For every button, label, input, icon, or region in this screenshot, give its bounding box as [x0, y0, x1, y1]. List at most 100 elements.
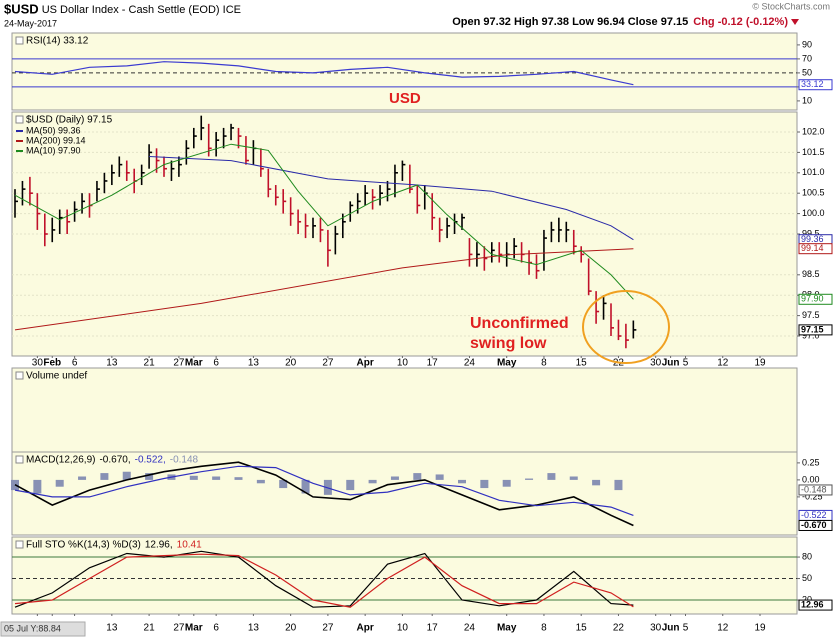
x-tick-label: 15 — [576, 623, 588, 634]
x-tick-label: Apr — [357, 358, 374, 369]
x-tick-label: 6 — [213, 358, 219, 369]
x-tick-label: 13 — [248, 623, 260, 634]
x-tick-label: 30 — [650, 358, 662, 369]
x-tick-label: 27 — [322, 358, 334, 369]
y-tick-label: 97.5 — [802, 310, 820, 320]
histogram-bar — [301, 479, 310, 494]
y-tick-label: 80 — [802, 551, 812, 561]
x-tick-label: Mar — [185, 358, 203, 369]
label-box — [15, 36, 24, 45]
footer-box — [0, 621, 86, 637]
legend-label: -0.670, — [99, 455, 130, 466]
y-tick-label: 10 — [802, 95, 812, 105]
x-tick-label: 13 — [106, 623, 118, 634]
value-tag-label: 97.90 — [801, 294, 824, 304]
y-tick-label: 98.5 — [802, 269, 820, 279]
x-tick-label: 6 — [72, 358, 78, 369]
x-tick-label: 19 — [754, 358, 766, 369]
histogram-bar — [592, 479, 601, 486]
x-tick-label: May — [497, 623, 517, 634]
annotation: swing low — [470, 335, 547, 352]
x-tick-label: 20 — [285, 623, 297, 634]
histogram-bar — [569, 476, 578, 480]
histogram-bar — [458, 479, 466, 484]
x-tick-label: 10 — [397, 623, 409, 634]
panel — [11, 32, 798, 111]
value-tag — [798, 293, 833, 305]
x-tick-label: 6 — [213, 623, 219, 634]
y-tick-label: 102.0 — [802, 126, 825, 136]
series-line — [14, 248, 634, 331]
value-tag — [798, 243, 833, 255]
legend-label: MA(50) 99.36 — [26, 125, 81, 135]
label-box — [15, 540, 24, 549]
x-tick-label: 24 — [464, 623, 476, 634]
panel-label: Full STO %K(14,3) %D(3) — [26, 540, 141, 551]
histogram-bar — [122, 471, 131, 480]
y-tick-label: 0.25 — [802, 457, 820, 467]
x-tick-label: 27 — [322, 623, 334, 634]
x-tick-label: Jun — [662, 623, 680, 634]
x-tick-label: 22 — [613, 623, 625, 634]
x-tick-label: 21 — [144, 623, 156, 634]
histogram-bar — [435, 474, 444, 480]
histogram-bar — [145, 473, 154, 480]
histogram-bar — [78, 476, 87, 480]
x-tick-label: 15 — [576, 358, 588, 369]
ohlc: Open 97.32 High 97.38 Low 96.94 Close 97… — [452, 16, 688, 28]
y-tick-label: 50 — [802, 67, 812, 77]
histogram-bar — [100, 473, 109, 480]
legend-label: 10.41 — [177, 540, 202, 551]
x-tick-label: 24 — [464, 358, 476, 369]
histogram-bar — [212, 476, 221, 480]
instrument-name: US Dollar Index - Cash Settle (EOD) ICE — [42, 4, 241, 16]
value-tag-label: -0.522 — [801, 510, 827, 520]
panel — [11, 367, 798, 453]
x-tick-label: 17 — [427, 358, 439, 369]
histogram-bar — [368, 479, 377, 484]
x-tick-label: 5 — [683, 623, 689, 634]
histogram-bar — [502, 479, 511, 487]
y-tick-label: 99.5 — [802, 228, 820, 238]
value-tag-label: 97.15 — [801, 324, 824, 334]
value-tag-label: 12.96 — [801, 599, 824, 609]
x-tick-label: 13 — [106, 358, 118, 369]
legend-label: MA(10) 97.90 — [26, 145, 81, 155]
panel-label: $USD (Daily) 97.15 — [26, 115, 113, 126]
x-tick-label: Jun — [662, 358, 680, 369]
change: Chg -0.12 (-0.12%) — [693, 16, 788, 28]
y-tick-label: -0.25 — [802, 491, 823, 501]
value-tag-label: -0.670 — [801, 520, 827, 530]
panel-label: RSI(14) 33.12 — [26, 36, 89, 47]
value-tag-label: -0.148 — [801, 484, 827, 494]
panel — [11, 536, 798, 615]
highlight-circle — [582, 290, 670, 364]
value-tag — [798, 79, 833, 91]
x-tick-label: 20 — [285, 358, 297, 369]
value-tag — [798, 519, 833, 531]
annotation: USD — [389, 90, 421, 107]
legend-label: 12.96, — [145, 540, 173, 551]
x-tick-label: 12 — [717, 623, 729, 634]
footer: 05 Jul Y:88.84 — [4, 623, 61, 633]
panel-label: MACD(12,26,9) — [26, 455, 95, 466]
histogram-bar — [234, 477, 243, 480]
y-tick-label: 70 — [802, 53, 812, 63]
legend-label: -0.148 — [170, 455, 199, 466]
value-tag-label: 99.36 — [801, 234, 824, 244]
y-tick-label: 90 — [802, 39, 812, 49]
x-tick-label: Feb — [43, 358, 61, 369]
series-line — [14, 61, 634, 86]
y-tick-label: 0.00 — [802, 474, 820, 484]
value-tag — [798, 324, 833, 336]
legend-label: -0.522, — [135, 455, 166, 466]
histogram-bar — [189, 475, 198, 480]
x-tick-label: 12 — [717, 358, 729, 369]
label-box — [15, 371, 24, 380]
panel — [11, 451, 798, 536]
x-tick-label: 21 — [144, 358, 156, 369]
x-tick-label: 30 — [32, 358, 44, 369]
histogram-bar — [279, 479, 288, 489]
panel-label: Volume undef — [26, 371, 87, 382]
